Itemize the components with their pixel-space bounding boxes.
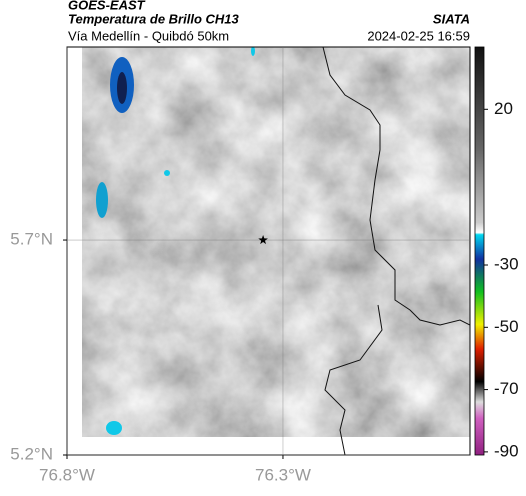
cold-cloud (96, 182, 108, 218)
satellite-image (82, 47, 470, 455)
y-tick-label: 5.7°N (10, 230, 53, 249)
x-tick-label: 76.3°W (255, 465, 311, 484)
cold-cloud (164, 170, 170, 176)
title: Temperatura de Brillo CH13 (68, 11, 240, 26)
x-tick-label: 76.8°W (39, 465, 95, 484)
cloud-field (82, 47, 470, 437)
colorbar-tick-label: -30 (494, 254, 519, 273)
colorbar-tick-label: -90 (494, 441, 519, 460)
colorbar (474, 46, 485, 456)
cold-cloud (106, 421, 122, 435)
border (324, 304, 383, 455)
cold-cloud (117, 72, 127, 104)
colorbar-tick-label: 20 (494, 99, 513, 118)
timestamp: 2024-02-25 16:59 (367, 28, 470, 43)
cold-cloud (251, 47, 255, 56)
brand: SIATA (433, 11, 470, 26)
subtitle: Vía Medellín - Quibdó 50km (68, 28, 229, 43)
colorbar-tick-label: -70 (494, 379, 519, 398)
y-tick-label: 5.2°N (10, 444, 53, 463)
location-marker (258, 235, 268, 245)
source: GOES-EAST (68, 0, 146, 12)
border (322, 47, 470, 326)
colorbar-tick-label: -50 (494, 317, 519, 336)
